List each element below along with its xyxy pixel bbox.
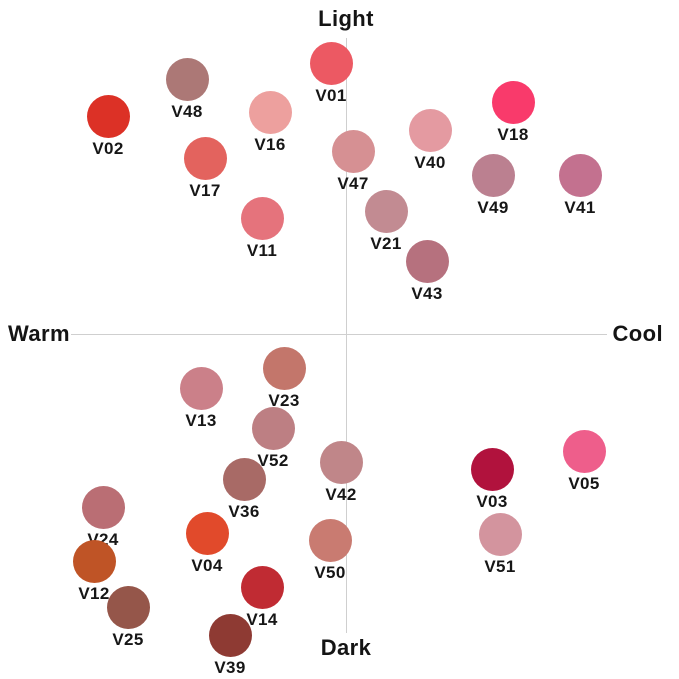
swatch-v12: V12 — [72, 539, 116, 603]
swatch-dot-v18 — [491, 80, 535, 124]
swatch-v18: V18 — [491, 80, 535, 144]
axis-label-dark: Dark — [320, 635, 372, 660]
swatch-label-v39: V39 — [214, 657, 246, 677]
swatch-dot-v11 — [240, 196, 284, 240]
swatch-dot-v25 — [106, 585, 150, 629]
swatch-dot-v17 — [183, 136, 227, 180]
swatch-label-v04: V04 — [191, 555, 223, 575]
swatch-label-v49: V49 — [477, 197, 509, 217]
swatch-v41: V41 — [558, 153, 602, 217]
swatch-dot-v48 — [165, 57, 209, 101]
swatch-label-v52: V52 — [257, 450, 289, 470]
swatch-v14: V14 — [240, 565, 284, 629]
swatch-label-v42: V42 — [325, 484, 357, 504]
swatch-v03: V03 — [470, 447, 514, 511]
swatch-v21: V21 — [364, 189, 408, 253]
swatch-v25: V25 — [106, 585, 150, 649]
swatch-v50: V50 — [308, 518, 352, 582]
swatch-v49: V49 — [471, 153, 515, 217]
swatch-v47: V47 — [331, 129, 375, 193]
swatch-dot-v51 — [478, 512, 522, 556]
swatch-dot-v02 — [86, 94, 130, 138]
swatch-v13: V13 — [179, 366, 223, 430]
swatch-v52: V52 — [251, 406, 295, 470]
swatch-v24: V24 — [81, 485, 125, 549]
swatch-label-v47: V47 — [337, 173, 369, 193]
swatch-dot-v23 — [262, 346, 306, 390]
swatch-v40: V40 — [408, 108, 452, 172]
swatch-v16: V16 — [248, 90, 292, 154]
swatch-v05: V05 — [562, 429, 606, 493]
swatch-label-v43: V43 — [411, 283, 443, 303]
swatch-v11: V11 — [240, 196, 284, 260]
swatch-dot-v52 — [251, 406, 295, 450]
swatch-label-v21: V21 — [370, 233, 402, 253]
swatch-label-v05: V05 — [568, 473, 600, 493]
swatch-dot-v16 — [248, 90, 292, 134]
swatch-dot-v21 — [364, 189, 408, 233]
swatch-v36: V36 — [222, 457, 266, 521]
swatch-label-v48: V48 — [171, 101, 203, 121]
swatch-v42: V42 — [319, 440, 363, 504]
swatch-dot-v42 — [319, 440, 363, 484]
swatch-v43: V43 — [405, 239, 449, 303]
swatch-dot-v05 — [562, 429, 606, 473]
swatch-dot-v41 — [558, 153, 602, 197]
swatch-label-v13: V13 — [185, 410, 217, 430]
swatch-label-v25: V25 — [112, 629, 144, 649]
swatch-dot-v12 — [72, 539, 116, 583]
swatch-dot-v47 — [331, 129, 375, 173]
swatch-v39: V39 — [208, 613, 252, 677]
swatch-label-v50: V50 — [314, 562, 346, 582]
swatch-dot-v24 — [81, 485, 125, 529]
swatch-dot-v49 — [471, 153, 515, 197]
swatch-dot-v50 — [308, 518, 352, 562]
swatch-label-v51: V51 — [484, 556, 516, 576]
axis-label-light: Light — [318, 6, 374, 31]
swatch-label-v41: V41 — [564, 197, 596, 217]
swatch-label-v03: V03 — [476, 491, 508, 511]
swatch-dot-v13 — [179, 366, 223, 410]
swatch-v51: V51 — [478, 512, 522, 576]
swatch-label-v11: V11 — [246, 240, 278, 260]
swatch-label-v40: V40 — [414, 152, 446, 172]
swatch-dot-v04 — [185, 511, 229, 555]
swatch-v01: V01 — [309, 41, 353, 105]
swatch-dot-v39 — [208, 613, 252, 657]
axis-label-warm: Warm — [8, 321, 70, 346]
swatch-label-v16: V16 — [254, 134, 286, 154]
swatch-dot-v40 — [408, 108, 452, 152]
swatch-dot-v36 — [222, 457, 266, 501]
swatch-v17: V17 — [183, 136, 227, 200]
swatch-label-v02: V02 — [92, 138, 124, 158]
swatch-label-v17: V17 — [189, 180, 221, 200]
swatch-dot-v14 — [240, 565, 284, 609]
axis-label-cool: Cool — [612, 321, 663, 346]
swatch-v04: V04 — [185, 511, 229, 575]
swatch-label-v36: V36 — [228, 501, 260, 521]
swatch-v48: V48 — [165, 57, 209, 121]
swatch-label-v23: V23 — [268, 390, 300, 410]
swatch-label-v18: V18 — [497, 124, 529, 144]
swatch-dot-v01 — [309, 41, 353, 85]
swatch-v23: V23 — [262, 346, 306, 410]
swatch-label-v14: V14 — [246, 609, 278, 629]
swatch-dot-v03 — [470, 447, 514, 491]
swatch-label-v01: V01 — [315, 85, 347, 105]
swatch-label-v12: V12 — [78, 583, 110, 603]
swatch-v02: V02 — [86, 94, 130, 158]
horizontal-axis-line — [71, 334, 607, 335]
swatch-dot-v43 — [405, 239, 449, 283]
vertical-axis-line — [346, 38, 347, 633]
